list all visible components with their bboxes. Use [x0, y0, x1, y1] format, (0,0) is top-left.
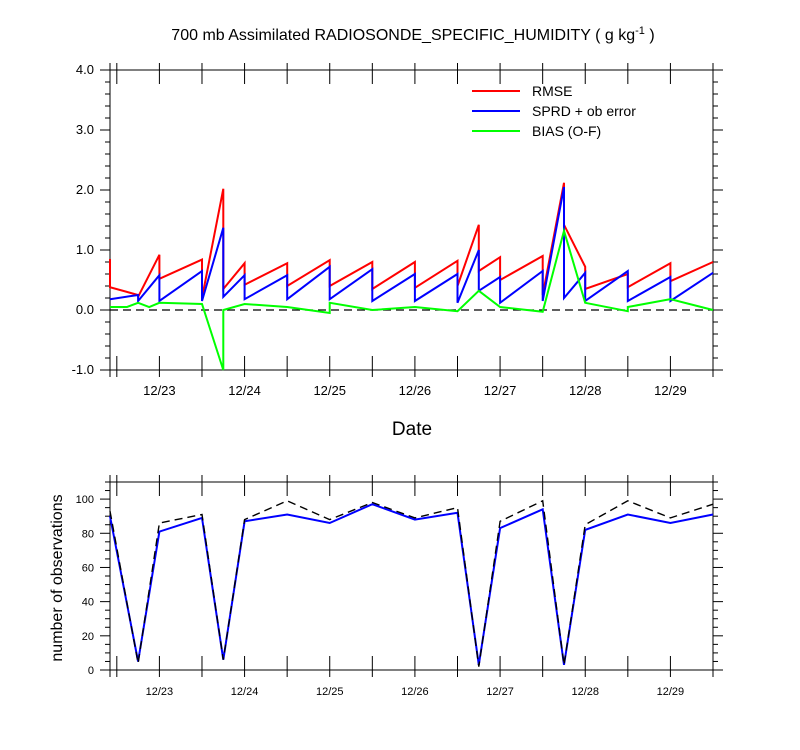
bottom-x-tick-label: 12/27 — [486, 686, 514, 698]
bottom-x-tick-label: 12/23 — [146, 686, 174, 698]
title-close: ) — [645, 27, 655, 44]
top-y-tick-label: -1.0 — [72, 362, 94, 377]
bottom-x-tick-label: 12/24 — [231, 686, 259, 698]
top-y-tick-label: 1.0 — [76, 242, 94, 257]
chart-title: 700 mb Assimilated RADIOSONDE_SPECIFIC_H… — [171, 25, 654, 44]
legend-label: BIAS (O-F) — [532, 123, 601, 139]
bottom-x-tick-label: 12/28 — [571, 686, 599, 698]
top-plot-frame — [109, 69, 714, 371]
top-y-tick-label: 0.0 — [76, 302, 94, 317]
bottom-panel: 12/23 12/24 12/25 12/26 12/27 12/28 12/29 0 20 40… — [76, 475, 723, 698]
bottom-x-tick-label: 12/26 — [401, 686, 429, 698]
top-x-tick-label: 12/28 — [569, 383, 602, 398]
top-x-tick-label: 12/27 — [484, 383, 517, 398]
bottom-y-tick-label: 20 — [82, 631, 94, 643]
bottom-y-tick-label: 0 — [88, 665, 94, 677]
top-x-tick-label: 12/24 — [228, 383, 261, 398]
top-series-rmse — [109, 182, 714, 299]
top-y-tick-label: 2.0 — [76, 182, 94, 197]
bottom-x-tick-label: 12/25 — [316, 686, 344, 698]
bottom-plot-frame — [109, 481, 714, 671]
x-axis-label: Date — [392, 419, 432, 440]
top-x-tick-label: 12/25 — [313, 383, 346, 398]
bottom-series-observations-possible — [109, 499, 714, 667]
top-x-tick-label: 12/23 — [143, 383, 176, 398]
legend-label: SPRD + ob error — [532, 103, 636, 119]
top-y-tick-label: 3.0 — [76, 122, 94, 137]
bottom-y-tick-label: 40 — [82, 597, 94, 609]
top-x-tick-label: 12/26 — [399, 383, 432, 398]
legend-label: RMSE — [532, 83, 572, 99]
top-x-tick-label: 12/29 — [654, 383, 687, 398]
title-units-sup: -1 — [635, 25, 645, 37]
bottom-y-tick-label: 100 — [76, 494, 94, 506]
top-series-bias-o-f — [110, 227, 714, 371]
y-axis-label-bottom: number of observations — [49, 494, 66, 661]
bottom-y-tick-label: 80 — [82, 528, 94, 540]
bottom-series-observations-used — [109, 503, 714, 666]
top-y-tick-label: 4.0 — [76, 62, 94, 77]
bottom-y-tick-label: 60 — [82, 562, 94, 574]
top-panel: 12/23 12/24 12/25 12/26 12/27 12/28 12/29 -1.0 0… — [72, 62, 723, 398]
top-series-sprd-ob-error — [109, 186, 714, 305]
bottom-x-tick-label: 12/29 — [657, 686, 685, 698]
